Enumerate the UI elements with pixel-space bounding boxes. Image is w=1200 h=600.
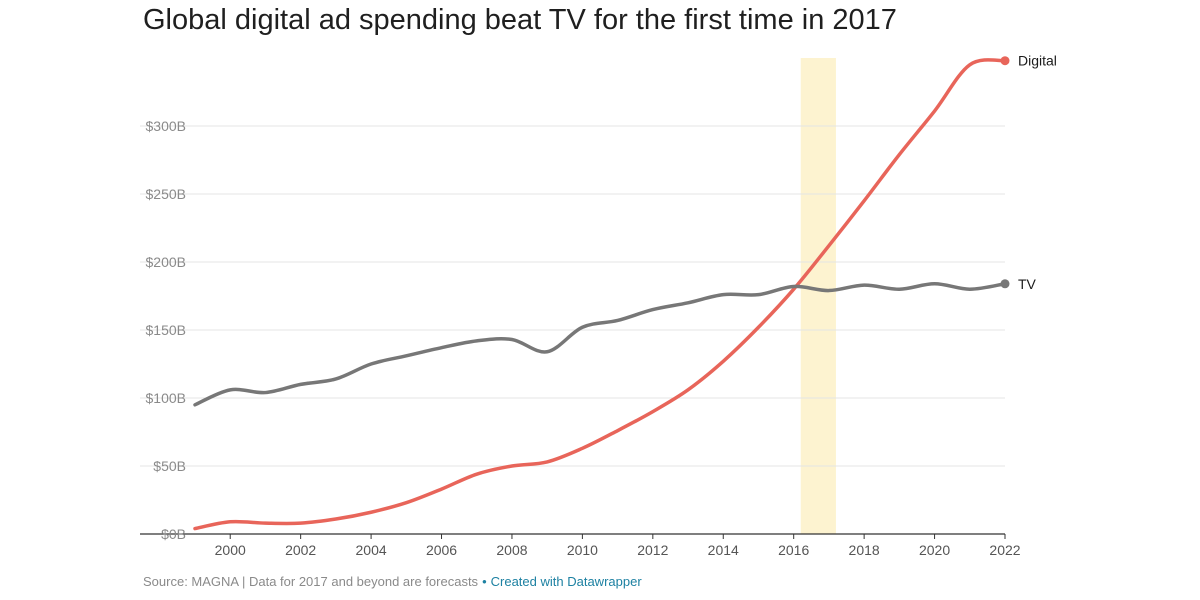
x-tick-label: 2018 — [849, 542, 880, 558]
y-tick-label: $0B — [161, 526, 186, 542]
x-axis: 2000 2002 2004 2006 2008 2010 2012 2014 2016 2018… — [215, 534, 1021, 558]
y-tick-label: $250B — [146, 186, 186, 202]
series-layer — [193, 56, 1010, 531]
x-tick-label: 2016 — [778, 542, 809, 558]
chart-title: Global digital ad spending beat TV for t… — [143, 4, 897, 36]
y-tick-label: $50B — [153, 458, 186, 474]
forecast-highlight-band — [800, 58, 836, 534]
y-tick-label: $300B — [146, 118, 186, 134]
y-tick-label: $200B — [146, 254, 186, 270]
x-tick-label: 2010 — [567, 542, 598, 558]
series-label-tv: TV — [1018, 276, 1037, 292]
series-line-tv — [193, 282, 1007, 407]
series-labels: Digital TV — [1018, 53, 1057, 292]
series-label-digital: Digital — [1018, 53, 1057, 69]
y-tick-label: $150B — [146, 322, 186, 338]
x-tick-label: 2004 — [356, 542, 387, 558]
y-axis: $0B $50B $100B $150B $200B $250B $300B — [146, 118, 186, 542]
x-tick-label: 2006 — [426, 542, 457, 558]
x-tick-label: 2012 — [637, 542, 668, 558]
series-line-digital — [193, 58, 1007, 531]
datawrapper-credit-link[interactable]: Created with Datawrapper — [490, 574, 642, 589]
source-note: Source: MAGNA | Data for 2017 and beyond… — [143, 574, 479, 589]
series-endpoint-digital — [1000, 56, 1010, 66]
x-tick-label: 2020 — [919, 542, 950, 558]
x-tick-label: 2008 — [496, 542, 527, 558]
x-tick-label: 2002 — [285, 542, 316, 558]
grid-layer — [140, 125, 1005, 535]
footer-separator: • — [482, 574, 487, 589]
forecast-highlight-band-layer — [800, 58, 836, 534]
series-endpoint-tv — [1000, 279, 1010, 289]
x-tick-label: 2014 — [708, 542, 739, 558]
x-tick-label: 2022 — [989, 542, 1020, 558]
y-tick-label: $100B — [146, 390, 186, 406]
chart-footer: Source: MAGNA | Data for 2017 and beyond… — [143, 574, 642, 589]
x-tick-label: 2000 — [215, 542, 246, 558]
